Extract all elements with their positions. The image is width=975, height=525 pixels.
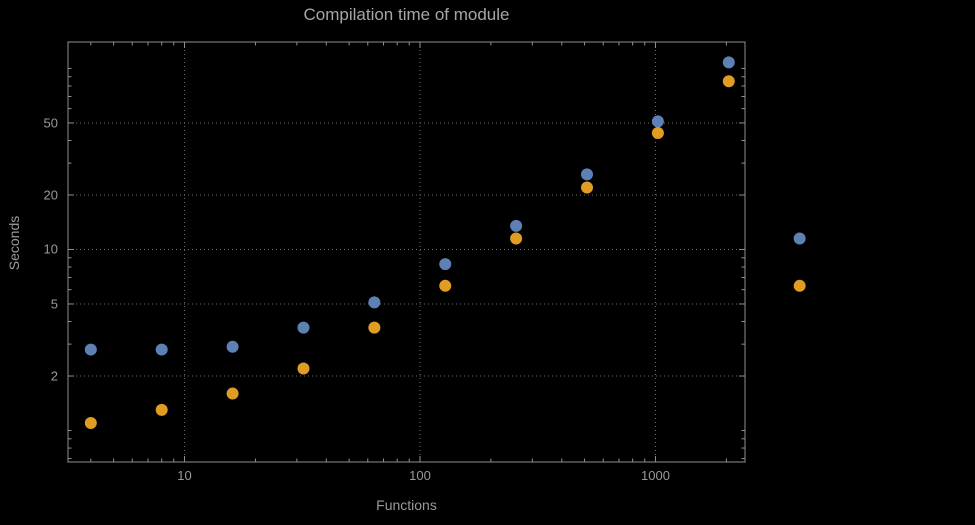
data-point: [510, 219, 523, 232]
data-point: [155, 403, 168, 416]
data-point: [155, 343, 168, 356]
data-point: [84, 343, 97, 356]
y-tick-label: 10: [43, 241, 58, 257]
data-point: [651, 126, 664, 139]
y-tick-label: 50: [43, 115, 58, 131]
y-tick-label: 2: [50, 368, 58, 384]
y-tick-label: 5: [50, 296, 58, 312]
data-point: [722, 56, 735, 69]
data-point: [722, 75, 735, 88]
data-point: [368, 321, 381, 334]
data-point: [510, 232, 523, 245]
data-point: [226, 387, 239, 400]
data-point: [84, 417, 97, 430]
chart-title: Compilation time of module: [303, 5, 510, 24]
data-point: [368, 296, 381, 309]
plot-frame: [67, 41, 746, 463]
data-point: [297, 321, 310, 334]
x-tick-label: 100: [409, 468, 431, 483]
x-axis-label: Functions: [376, 497, 437, 513]
data-point: [793, 279, 806, 292]
x-tick-label: 10: [177, 468, 192, 483]
data-point: [581, 181, 594, 194]
data-point: [297, 362, 310, 375]
data-point: [226, 340, 239, 353]
data-point: [581, 168, 594, 181]
data-point: [793, 232, 806, 245]
x-tick-label: 1000: [641, 468, 670, 483]
data-point: [651, 115, 664, 128]
y-tick-label: 20: [43, 187, 58, 203]
data-point: [439, 279, 452, 292]
data-point: [439, 258, 452, 271]
